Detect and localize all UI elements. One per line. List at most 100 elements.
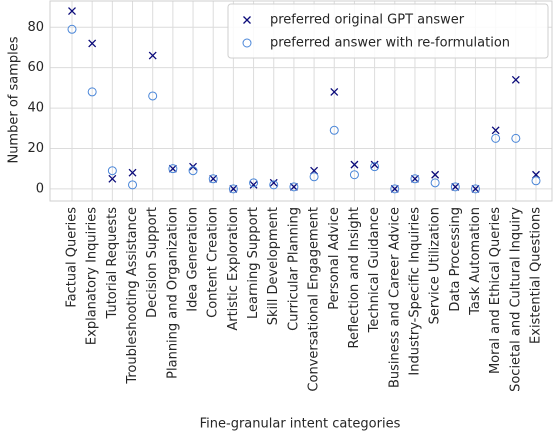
point: [309, 172, 319, 182]
x-tick-label: Troubleshooting Assistance: [125, 207, 140, 385]
point: [430, 178, 440, 188]
point: [451, 182, 460, 191]
legend-marker: [243, 16, 251, 24]
x-tick-label: Planning and Organization: [165, 207, 180, 379]
x-axis-label: Fine-granular intent categories: [200, 417, 401, 432]
point: [108, 174, 117, 183]
x-tick-label: Idea Generation: [186, 207, 201, 312]
point: [491, 126, 500, 135]
point: [511, 75, 520, 84]
marker-x: [88, 39, 97, 48]
x-tick-label: Reflection and Insight: [347, 207, 362, 348]
marker-x: [68, 7, 76, 16]
y-tick-label: 80: [27, 20, 44, 35]
point: [67, 24, 77, 34]
x-tick-label: Societal and Cultural Inquiry: [508, 207, 523, 392]
x-tick-label: Task Automation: [468, 207, 483, 316]
point: [390, 184, 399, 193]
point: [209, 174, 218, 183]
legend-label: preferred answer with re-formulation: [270, 36, 510, 51]
point: [168, 164, 178, 174]
point: [531, 176, 541, 186]
marker-x: [168, 164, 177, 173]
marker-x: [128, 168, 137, 177]
point: [450, 182, 460, 192]
x-tick-label: Factual Queries: [65, 207, 80, 308]
point: [491, 133, 501, 143]
x-tick-label: Moral and Ethical Queries: [488, 207, 503, 374]
point: [88, 39, 97, 48]
point: [148, 51, 157, 60]
marker-x: [209, 174, 218, 183]
point: [229, 184, 238, 193]
x-tick-label: Skill Development: [266, 207, 281, 325]
marker-x: [243, 16, 251, 24]
marker-x: [350, 160, 359, 169]
point: [329, 125, 339, 135]
point: [471, 184, 480, 193]
marker-x: [108, 174, 117, 183]
point: [168, 164, 177, 173]
point: [511, 133, 521, 143]
plot-frame: [49, 0, 553, 202]
marker-x: [471, 184, 480, 193]
point: [249, 180, 258, 189]
point: [390, 184, 400, 194]
x-tick-label: Artistic Exploration: [226, 207, 241, 331]
point: [410, 174, 419, 183]
x-tick-label: Decision Support: [145, 207, 160, 318]
point: [68, 7, 76, 16]
point: [269, 178, 278, 187]
point: [349, 170, 359, 180]
y-axis-label: Number of samples: [7, 36, 22, 163]
x-tick-label: Personal Advice: [327, 207, 342, 310]
marker-x: [390, 184, 399, 193]
legend-box: [227, 3, 549, 59]
point: [330, 87, 339, 96]
x-tick-label: Conversational Engagement: [307, 207, 322, 392]
point: [128, 168, 137, 177]
point: [269, 180, 279, 190]
marker-x: [491, 126, 500, 135]
point: [410, 174, 420, 184]
point: [350, 160, 359, 169]
x-tick-label: Technical Guidance: [367, 207, 382, 333]
point: [148, 91, 158, 101]
point: [87, 87, 97, 97]
x-tick-label: Business and Career Advice: [387, 207, 402, 388]
x-tick-label: Industry-Specific Inquiries: [407, 207, 422, 376]
point: [470, 184, 480, 194]
legend-label: preferred original GPT answer: [270, 13, 465, 28]
marker-x: [249, 180, 258, 189]
point: [188, 166, 198, 176]
point: [370, 162, 380, 172]
marker-x: [410, 174, 419, 183]
x-tick-label: Content Creation: [206, 207, 221, 318]
y-tick-label: 0: [36, 181, 44, 196]
marker-x: [511, 75, 520, 84]
point: [208, 174, 218, 184]
y-tick-label: 20: [27, 141, 44, 156]
point: [107, 166, 117, 176]
marker-x: [289, 182, 298, 191]
x-tick-label: Curricular Planning: [286, 207, 301, 331]
y-tick-label: 60: [27, 60, 44, 75]
marker-x: [431, 170, 440, 179]
point: [228, 184, 238, 194]
legend-marker: [242, 38, 252, 48]
marker-x: [330, 87, 339, 96]
x-tick-label: Learning Support: [246, 207, 261, 319]
point: [370, 160, 379, 169]
x-tick-label: Data Processing: [448, 207, 463, 312]
y-tick-label: 40: [27, 101, 44, 116]
point: [431, 170, 440, 179]
x-tick-label: Existential Questions: [529, 207, 544, 344]
marker-x: [269, 178, 278, 187]
point: [128, 180, 138, 190]
marker-x: [451, 182, 460, 191]
x-tick-label: Service Utilization: [428, 207, 443, 324]
x-tick-label: Explanatory Inquiries: [85, 207, 100, 345]
x-tick-label: Tutorial Requests: [105, 207, 120, 320]
point: [249, 178, 259, 188]
